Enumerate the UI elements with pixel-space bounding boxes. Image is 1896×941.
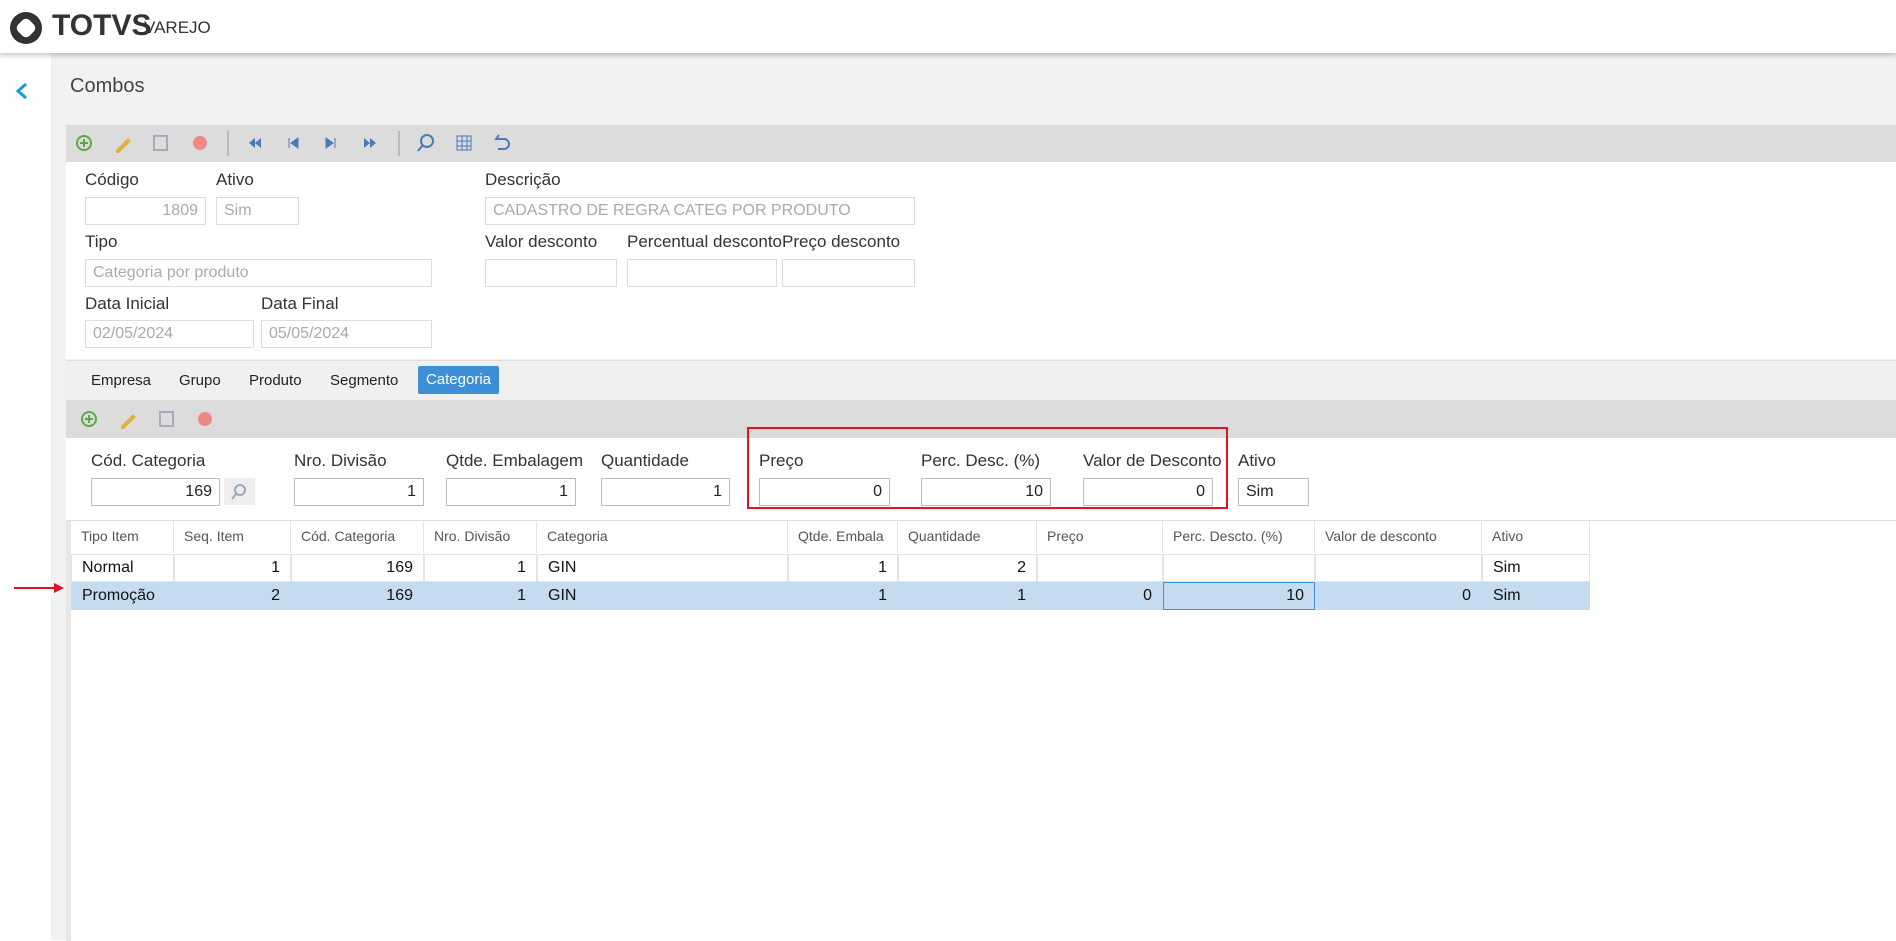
column-header: Valor de desconto bbox=[1315, 520, 1482, 553]
selected-row-cell[interactable]: 10 bbox=[1163, 582, 1315, 610]
input[interactable]: Sim bbox=[1238, 478, 1309, 506]
label: Preço desconto bbox=[782, 232, 901, 251]
input[interactable]: CADASTRO DE REGRA CATEG POR PRODUTO bbox=[485, 197, 915, 225]
row-cell[interactable]: 1 bbox=[174, 554, 291, 582]
column-header: Nro. Divisão bbox=[424, 520, 537, 553]
label: Valor desconto bbox=[485, 232, 598, 251]
select[interactable]: Sim bbox=[216, 197, 299, 225]
column-header: Cód. Categoria bbox=[291, 520, 424, 553]
column-header: Preço bbox=[1037, 520, 1163, 553]
toolbar-icons[interactable] bbox=[66, 400, 266, 438]
arrow-annotation bbox=[14, 583, 64, 593]
selected-row-cell[interactable]: 0 bbox=[1315, 582, 1482, 610]
input[interactable]: 1809 bbox=[85, 197, 206, 225]
search-button[interactable] bbox=[224, 478, 255, 505]
input[interactable]: 1 bbox=[446, 478, 576, 506]
row-cell[interactable] bbox=[1163, 554, 1315, 582]
label: Nro. Divisão bbox=[294, 451, 387, 470]
input[interactable]: 0 bbox=[759, 478, 890, 506]
toolbar bbox=[66, 400, 1896, 438]
label: Quantidade bbox=[601, 451, 689, 470]
input[interactable] bbox=[782, 259, 915, 287]
selected-row-cell[interactable]: 1 bbox=[788, 582, 898, 610]
row-cell[interactable]: 1 bbox=[788, 554, 898, 582]
selected-row-cell[interactable]: 169 bbox=[291, 582, 424, 610]
label: Valor de Desconto bbox=[1083, 451, 1222, 470]
column-header: Ativo bbox=[1482, 520, 1590, 553]
column-header: Qtde. Embala bbox=[788, 520, 898, 553]
label: Preço bbox=[759, 451, 804, 470]
tab-active[interactable]: Categoria bbox=[418, 366, 499, 394]
selected-row-cell[interactable]: 1 bbox=[898, 582, 1037, 610]
highlight-box bbox=[747, 427, 1228, 509]
label: Código bbox=[85, 170, 139, 189]
input[interactable] bbox=[485, 259, 617, 287]
row-cell[interactable]: 2 bbox=[898, 554, 1037, 582]
toolbar-icons[interactable] bbox=[66, 125, 566, 162]
row-cell[interactable] bbox=[1315, 554, 1482, 582]
input[interactable] bbox=[627, 259, 777, 287]
column-header: Seq. Item bbox=[174, 520, 291, 553]
row-cell[interactable]: GIN bbox=[537, 554, 788, 582]
page-title: Combos bbox=[70, 75, 145, 97]
label: Qtde. Embalagem bbox=[446, 451, 584, 470]
tab[interactable]: Produto bbox=[249, 372, 302, 389]
row-cell[interactable]: Sim bbox=[1482, 554, 1590, 582]
selected-row-cell[interactable]: 2 bbox=[174, 582, 291, 610]
back-button[interactable] bbox=[14, 82, 30, 100]
label: Ativo bbox=[1238, 451, 1276, 470]
label: Perc. Desc. (%) bbox=[921, 451, 1041, 470]
label: Ativo bbox=[216, 170, 254, 189]
product-name: VAREJO bbox=[144, 18, 211, 37]
row-cell[interactable]: 169 bbox=[291, 554, 424, 582]
logo: TOTVS bbox=[52, 9, 152, 42]
column-header: Quantidade bbox=[898, 520, 1037, 553]
tab[interactable]: Empresa bbox=[91, 372, 152, 389]
label: Tipo bbox=[85, 232, 118, 251]
selected-row-cell[interactable]: Sim bbox=[1482, 582, 1590, 610]
input[interactable]: 05/05/2024 bbox=[261, 320, 432, 348]
tab[interactable]: Segmento bbox=[330, 372, 399, 389]
selected-row-cell[interactable]: GIN bbox=[537, 582, 788, 610]
input[interactable]: 169 bbox=[91, 478, 220, 506]
column-header: Tipo Item bbox=[71, 520, 174, 553]
row-cell[interactable]: Normal bbox=[71, 554, 174, 582]
toolbar bbox=[66, 125, 1896, 162]
input[interactable]: 1 bbox=[601, 478, 730, 506]
header: TOTVS VAREJO bbox=[0, 0, 1896, 53]
label: Percentual desconto bbox=[627, 232, 782, 251]
select[interactable]: Categoria por produto bbox=[85, 259, 432, 287]
input[interactable]: 10 bbox=[921, 478, 1051, 506]
label: Cód. Categoria bbox=[91, 451, 206, 470]
input[interactable]: 02/05/2024 bbox=[85, 320, 254, 348]
label: Descrição bbox=[485, 170, 561, 189]
label: Data Inicial bbox=[85, 294, 170, 313]
logo-icon bbox=[10, 12, 42, 44]
selected-row-cell[interactable]: Promoção bbox=[71, 582, 174, 610]
selected-row-cell[interactable]: 0 bbox=[1037, 582, 1163, 610]
row-cell[interactable] bbox=[1037, 554, 1163, 582]
tab-bar bbox=[66, 360, 1896, 401]
tab[interactable]: Grupo bbox=[179, 372, 221, 389]
input[interactable]: 1 bbox=[294, 478, 424, 506]
column-header: Categoria bbox=[537, 520, 788, 553]
input[interactable]: 0 bbox=[1083, 478, 1213, 506]
column-header: Perc. Descto. (%) bbox=[1163, 520, 1315, 553]
label: Data Final bbox=[261, 294, 339, 313]
selected-row-cell[interactable]: 1 bbox=[424, 582, 537, 610]
row-cell[interactable]: 1 bbox=[424, 554, 537, 582]
